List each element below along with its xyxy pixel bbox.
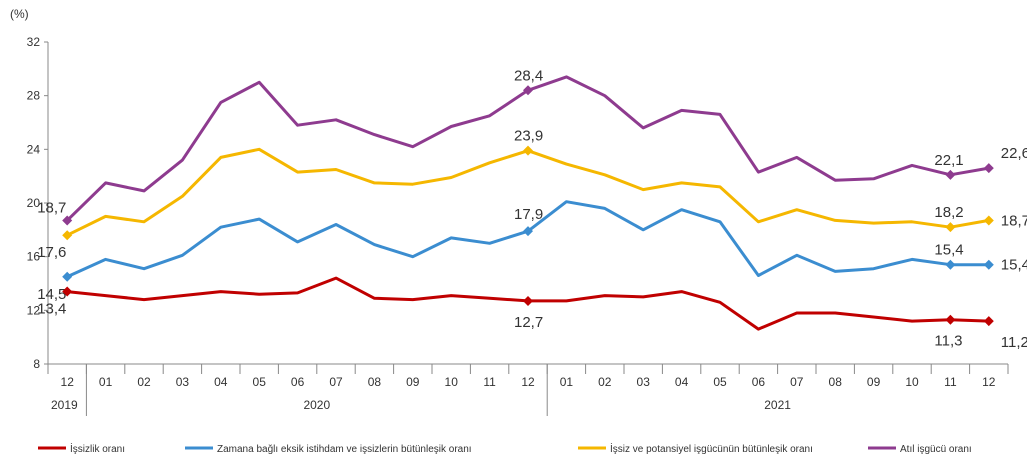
y-tick-label: 32 <box>27 35 41 49</box>
data-marker <box>945 169 956 180</box>
x-tick-label: 05 <box>713 375 727 389</box>
data-label: 18,2 <box>934 204 963 221</box>
x-tick-label: 10 <box>445 375 459 389</box>
x-tick-label: 09 <box>867 375 881 389</box>
x-tick-label: 08 <box>368 375 382 389</box>
data-label: 15,4 <box>934 242 963 259</box>
data-marker <box>62 271 73 282</box>
y-tick-label: 20 <box>27 196 41 210</box>
legend-label: İşsiz ve potansiyel işgücünün bütünleşik… <box>610 442 813 455</box>
data-label: 18,7 <box>37 199 66 216</box>
data-marker <box>945 222 956 233</box>
data-label: 23,9 <box>514 128 543 145</box>
x-tick-label: 03 <box>176 375 190 389</box>
data-marker <box>523 85 533 96</box>
x-tick-label: 04 <box>214 375 228 389</box>
y-tick-label: 16 <box>27 250 41 264</box>
data-marker <box>945 259 956 270</box>
data-label: 13,4 <box>37 301 66 318</box>
data-label: 15,4 <box>1001 257 1027 274</box>
data-marker <box>523 295 533 306</box>
y-tick-label: 8 <box>33 357 40 371</box>
data-label: 17,9 <box>514 206 543 223</box>
data-marker <box>523 145 533 156</box>
series-layer <box>66 75 990 331</box>
data-label: 11,3 <box>934 333 962 350</box>
x-tick-label: 06 <box>752 375 766 389</box>
data-marker <box>523 226 533 237</box>
x-tick-label: 12 <box>521 375 535 389</box>
x-tick-label: 07 <box>790 375 804 389</box>
x-tick-label: 02 <box>137 375 151 389</box>
legend: İşsizlik oranı Zamana bağlı eksik istihda… <box>38 442 972 455</box>
axes: 8 12 16 20 24 28 32 12 01 02 03 04 05 06 07 08 09 10 11 12 0… <box>27 35 1009 416</box>
x-tick-label: 06 <box>291 375 305 389</box>
year-label: 2020 <box>303 398 330 412</box>
data-marker <box>62 286 73 297</box>
data-marker <box>983 163 994 174</box>
x-tick-label: 08 <box>829 375 843 389</box>
x-tick-label: 09 <box>406 375 420 389</box>
data-marker <box>62 230 73 241</box>
year-label: 2021 <box>764 398 791 412</box>
x-tick-label: 05 <box>253 375 267 389</box>
x-tick-label: 11 <box>483 375 496 389</box>
data-label: 17,6 <box>37 244 66 261</box>
legend-label: Zamana bağlı eksik istihdam ve işsizleri… <box>217 444 472 455</box>
data-label: 12,7 <box>514 314 543 331</box>
x-tick-label: 12 <box>61 375 75 389</box>
x-tick-label: 02 <box>598 375 612 389</box>
y-tick-label: 24 <box>27 142 41 156</box>
legend-label: İşsizlik oranı <box>70 442 125 455</box>
x-tick-label: 10 <box>905 375 919 389</box>
data-marker <box>983 259 994 270</box>
data-marker <box>945 314 956 325</box>
y-tick-label: 12 <box>27 303 41 317</box>
year-label: 2019 <box>51 398 78 412</box>
data-label: 22,6 <box>1001 145 1027 162</box>
data-marker <box>983 316 994 327</box>
data-label: 11,2 <box>1001 334 1027 351</box>
y-axis-unit: (%) <box>10 7 29 21</box>
data-labels: 18,7 17,6 14,513,4 28,4 23,9 17,9 12,7 22,1 18,2… <box>37 67 1027 351</box>
x-tick-label: 12 <box>982 375 996 389</box>
data-marker <box>983 215 994 226</box>
x-tick-label: 11 <box>944 375 957 389</box>
y-tick-label: 28 <box>27 89 41 103</box>
data-label: 28,4 <box>514 67 543 84</box>
data-label: 18,7 <box>1001 212 1027 229</box>
x-tick-label: 04 <box>675 375 689 389</box>
x-tick-label: 01 <box>560 375 574 389</box>
legend-label: Atıl işgücü oranı <box>900 444 972 455</box>
data-marker <box>62 215 73 226</box>
x-tick-label: 07 <box>329 375 343 389</box>
data-label: 22,1 <box>934 152 963 169</box>
data-label: 14,5 <box>37 286 66 303</box>
x-tick-label: 03 <box>637 375 651 389</box>
x-tick-label: 01 <box>99 375 113 389</box>
